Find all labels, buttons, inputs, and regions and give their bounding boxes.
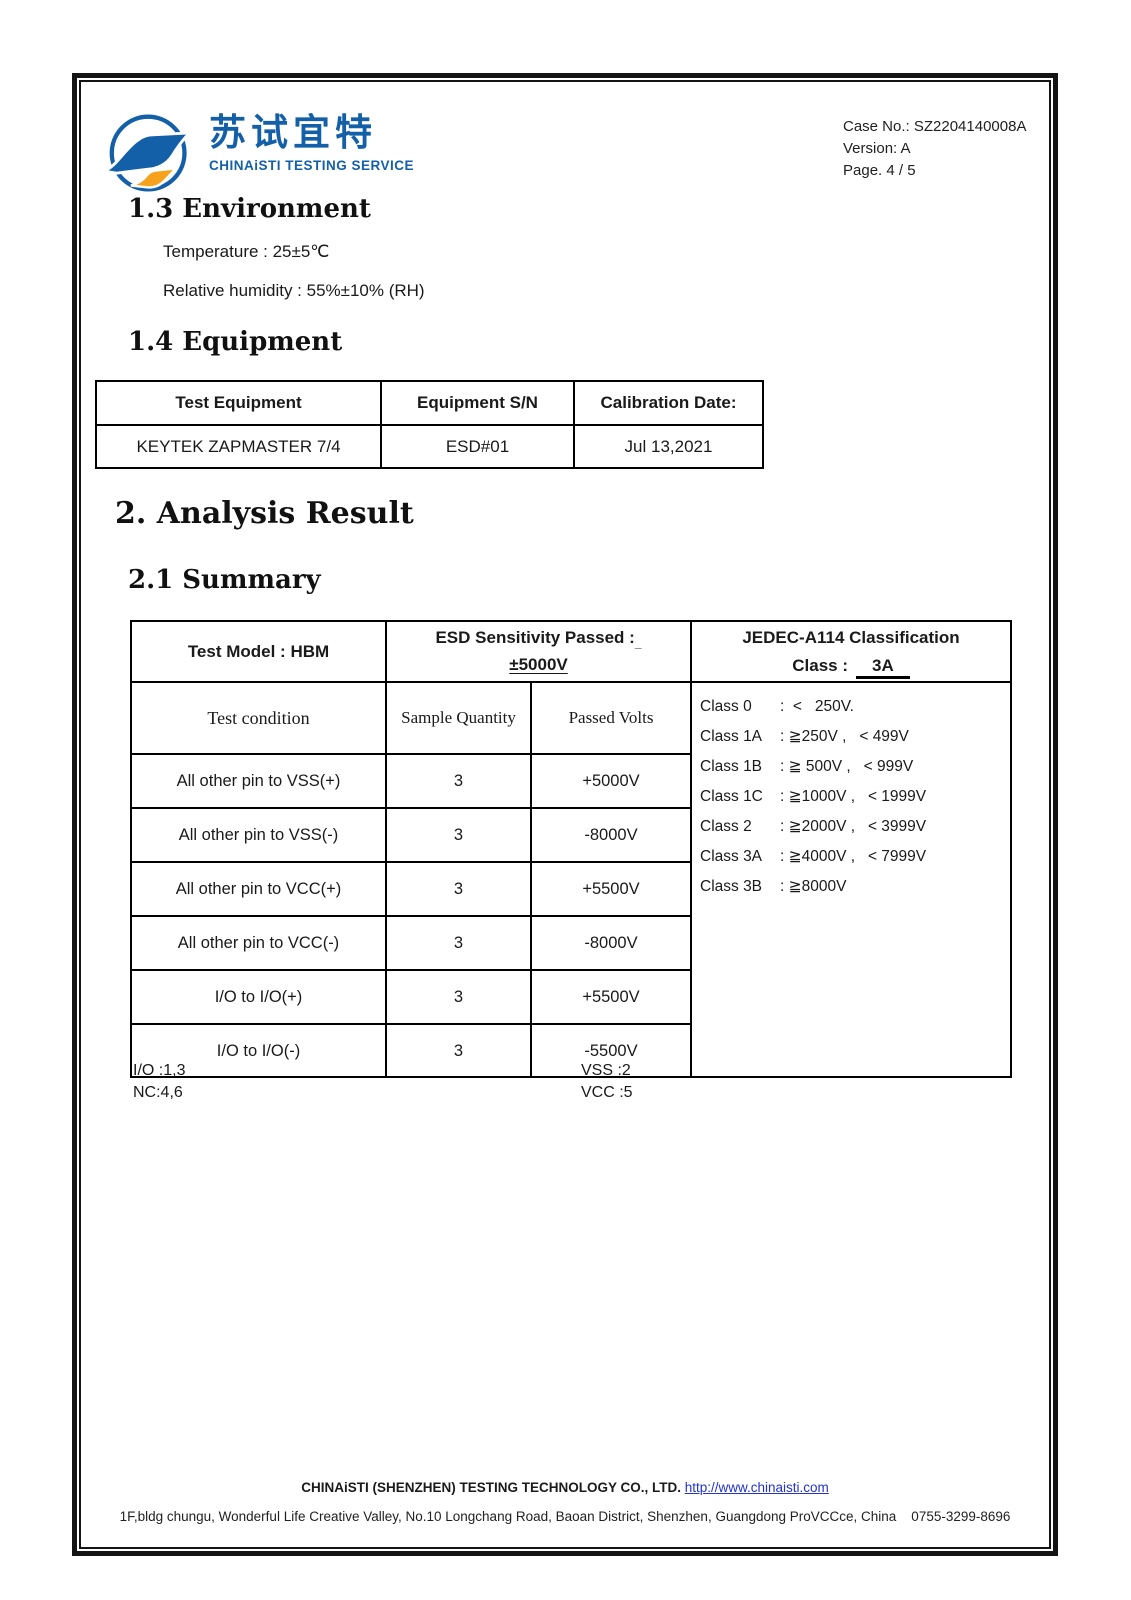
quantity-cell-5: 3 xyxy=(387,1025,532,1078)
logo-swoosh-icon xyxy=(103,114,193,192)
quantity-cell-4: 3 xyxy=(387,971,532,1025)
footer-company-line: CHINAiSTI (SHENZHEN) TESTING TECHNOLOGY … xyxy=(81,1480,1049,1495)
page-frame: 苏试宜特 CHINAiSTI TESTING SERVICE Case No.:… xyxy=(72,73,1058,1556)
col-header-sample-quantity: Sample Quantity xyxy=(387,683,532,755)
condition-cell-3: All other pin to VCC(-) xyxy=(132,917,387,971)
esd-underscore: _ xyxy=(634,636,642,651)
logo-english-name: CHINAiSTI TESTING SERVICE xyxy=(209,158,415,174)
volts-cell-0: +5000V xyxy=(532,755,692,809)
class-line-3: Class 1C: ≧1000V , < 1999V xyxy=(700,788,927,805)
volts-cell-4: +5500V xyxy=(532,971,692,1025)
class-line-1: Class 1A: ≧250V , < 499V xyxy=(700,728,909,745)
quantity-cell-3: 3 xyxy=(387,917,532,971)
equipment-sn-cell: ESD#01 xyxy=(380,424,575,469)
volts-cell-1: -8000V xyxy=(532,809,692,863)
footer-company-name: CHINAiSTI (SHENZHEN) TESTING TECHNOLOGY … xyxy=(301,1480,681,1495)
esd-label: ESD Sensitivity Passed :_ xyxy=(435,627,642,651)
condition-cell-5: I/O to I/O(-) xyxy=(132,1025,387,1078)
equipment-header-sn: Equipment S/N xyxy=(380,380,575,426)
company-logo: 苏试宜特 CHINAiSTI TESTING SERVICE xyxy=(103,110,414,198)
jedec-class-value: 3A xyxy=(856,655,910,679)
heading-summary: 2.1 Summary xyxy=(128,565,321,595)
condition-cell-0: All other pin to VSS(+) xyxy=(132,755,387,809)
footer-address-line: 1F,bldg chungu, Wonderful Life Creative … xyxy=(119,1509,1011,1524)
page-inner-frame: 苏试宜特 CHINAiSTI TESTING SERVICE Case No.:… xyxy=(79,80,1051,1549)
footer-website-link[interactable]: http://www.chinaisti.com xyxy=(684,1480,829,1495)
quantity-cell-2: 3 xyxy=(387,863,532,917)
heading-equipment: 1.4 Equipment xyxy=(128,327,343,357)
summary-test-model-cell: Test Model : HBM xyxy=(132,622,387,683)
summary-jedec-header-cell: JEDEC-A114 Classification Class : 3A xyxy=(692,622,1010,683)
version: Version: A xyxy=(843,140,911,157)
pin-note-left: I/O :1,3 NC:4,6 xyxy=(133,1060,185,1104)
jedec-class-line: Class : 3A xyxy=(792,652,910,679)
equipment-header-calibration: Calibration Date: xyxy=(573,380,764,426)
equipment-table-row: KEYTEK ZAPMASTER 7/4 ESD#01 Jul 13,2021 xyxy=(95,424,764,469)
equipment-table-header-row: Test Equipment Equipment S/N Calibration… xyxy=(95,380,764,426)
class-line-0: Class 0: < 250V. xyxy=(700,698,854,715)
col-header-passed-volts: Passed Volts xyxy=(532,683,692,755)
class-line-6: Class 3B: ≧8000V xyxy=(700,878,847,895)
col-header-test-condition: Test condition xyxy=(132,683,387,755)
case-info-block: Case No.: SZ2204140008A Version: A Page.… xyxy=(843,116,1026,182)
case-number: Case No.: SZ2204140008A xyxy=(843,118,1027,135)
condition-cell-2: All other pin to VCC(+) xyxy=(132,863,387,917)
pin-note-vcc: VCC :5 xyxy=(581,1084,633,1101)
page-number: Page. 4 / 5 xyxy=(843,162,916,179)
heading-analysis-result: 2. Analysis Result xyxy=(115,496,414,531)
pin-note-vss: VSS :2 xyxy=(581,1062,631,1079)
jedec-class-list: Class 0: < 250V. Class 1A: ≧250V , < 499… xyxy=(692,683,1010,1078)
equipment-calibration-cell: Jul 13,2021 xyxy=(573,424,764,469)
summary-esd-header-cell: ESD Sensitivity Passed :_ ±5000V xyxy=(387,622,692,683)
equipment-header-test-equipment: Test Equipment xyxy=(95,380,382,426)
volts-cell-5: -5500V xyxy=(532,1025,692,1078)
heading-environment: 1.3 Environment xyxy=(128,194,371,224)
pin-note-mid: VSS :2 VCC :5 xyxy=(581,1060,633,1104)
condition-cell-4: I/O to I/O(+) xyxy=(132,971,387,1025)
class-line-5: Class 3A: ≧4000V , < 7999V xyxy=(700,848,927,865)
quantity-cell-0: 3 xyxy=(387,755,532,809)
logo-chinese-name: 苏试宜特 xyxy=(209,112,377,153)
logo-text: 苏试宜特 CHINAiSTI TESTING SERVICE xyxy=(209,110,414,173)
equipment-table: Test Equipment Equipment S/N Calibration… xyxy=(95,380,764,469)
humidity-line: Relative humidity : 55%±10% (RH) xyxy=(163,281,425,300)
class-line-2: Class 1B: ≧ 500V , < 999V xyxy=(700,758,914,775)
summary-table: Test Model : HBM ESD Sensitivity Passed … xyxy=(130,620,1012,1078)
temperature-line: Temperature : 25±5℃ xyxy=(163,242,330,261)
equipment-name-cell: KEYTEK ZAPMASTER 7/4 xyxy=(95,424,382,469)
volts-cell-2: +5500V xyxy=(532,863,692,917)
jedec-title: JEDEC-A114 Classification xyxy=(742,628,960,648)
pin-note-nc: NC:4,6 xyxy=(133,1084,183,1101)
jedec-class-label: Class : xyxy=(792,655,848,675)
pin-note-io: I/O :1,3 xyxy=(133,1062,186,1079)
class-line-4: Class 2: ≧2000V , < 3999V xyxy=(700,818,927,835)
condition-cell-1: All other pin to VSS(-) xyxy=(132,809,387,863)
quantity-cell-1: 3 xyxy=(387,809,532,863)
esd-passed-value: ±5000V xyxy=(509,654,568,674)
volts-cell-3: -8000V xyxy=(532,917,692,971)
